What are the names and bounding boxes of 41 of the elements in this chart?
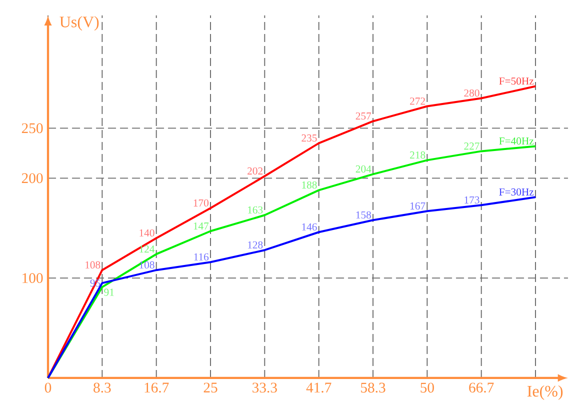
data-label: 202 bbox=[248, 167, 262, 175]
data-label: 204 bbox=[356, 165, 372, 173]
data-label: 147 bbox=[194, 222, 209, 230]
data-label: 227 bbox=[464, 142, 480, 150]
data-label: 158 bbox=[356, 211, 372, 219]
y-axis-title: Us(V) bbox=[60, 16, 99, 31]
x-tick-label: 0 bbox=[44, 382, 52, 393]
data-label: 146 bbox=[302, 223, 317, 231]
series-label: F=50Hz bbox=[499, 77, 534, 85]
data-label: 167 bbox=[410, 202, 426, 210]
data-label: 257 bbox=[356, 112, 372, 120]
x-tick-label: 50 bbox=[420, 382, 434, 393]
data-label: 173 bbox=[464, 196, 480, 204]
data-label: 108 bbox=[86, 261, 100, 268]
x-tick-label: 66.7 bbox=[469, 382, 494, 393]
data-label: 170 bbox=[194, 199, 209, 207]
series-label: F=30Hz bbox=[499, 188, 534, 196]
y-tick-label: 100 bbox=[22, 273, 43, 284]
data-label: 280 bbox=[464, 89, 480, 97]
data-label: 108 bbox=[140, 261, 154, 268]
x-tick-label: 58.3 bbox=[361, 382, 386, 393]
data-label: 124 bbox=[140, 245, 155, 253]
series-label: F=40Hz bbox=[499, 137, 534, 145]
x-tick-label: 33.3 bbox=[252, 382, 277, 393]
x-axis-title: Ie(%) bbox=[527, 385, 563, 400]
data-label: 188 bbox=[302, 181, 317, 189]
x-tick-label: 8.3 bbox=[94, 382, 111, 393]
x-tick-label: 25 bbox=[204, 382, 218, 393]
data-label: 116 bbox=[194, 253, 209, 260]
y-tick-label: 200 bbox=[22, 173, 43, 184]
data-label: 91 bbox=[104, 288, 114, 296]
x-tick-label: 41.7 bbox=[306, 382, 332, 393]
data-label: 235 bbox=[302, 134, 317, 142]
data-label: 128 bbox=[248, 241, 263, 249]
data-label: 272 bbox=[410, 98, 425, 105]
x-tick-label: 16.7 bbox=[144, 382, 169, 393]
y-tick-label: 250 bbox=[22, 123, 43, 134]
data-label: 163 bbox=[248, 206, 263, 214]
line-series bbox=[47, 196, 536, 379]
data-label: 218 bbox=[410, 151, 426, 159]
data-label: 140 bbox=[140, 229, 154, 237]
